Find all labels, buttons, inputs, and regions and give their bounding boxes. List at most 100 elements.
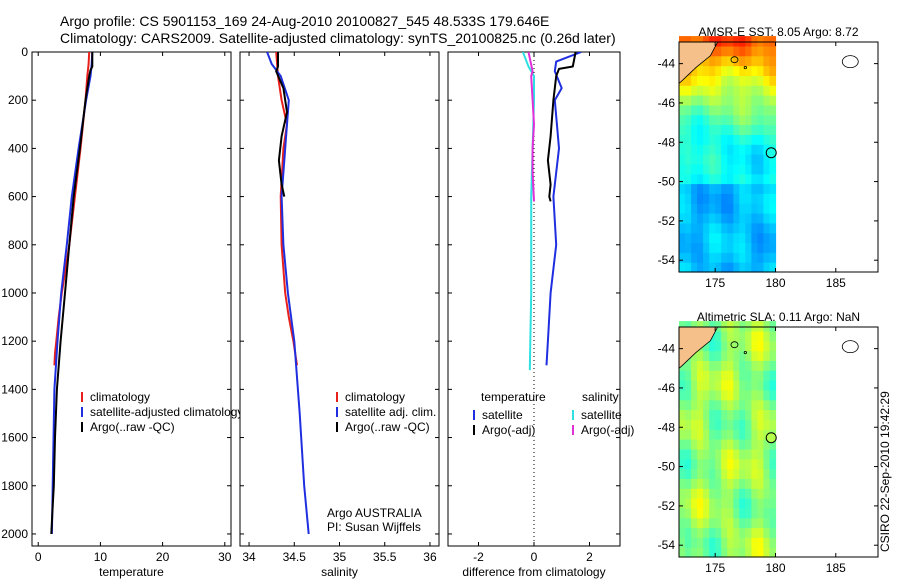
field-cell	[751, 252, 758, 263]
field-cell	[739, 104, 746, 116]
field-cell	[709, 95, 716, 106]
field-cell	[715, 527, 722, 538]
y-tick-label: -54	[658, 253, 676, 267]
field-cell	[679, 517, 686, 529]
field-cell	[691, 85, 698, 96]
field-cell	[715, 144, 722, 155]
field-cell	[727, 537, 734, 548]
field-cell	[709, 252, 716, 263]
field-cell	[685, 36, 692, 47]
field-cell	[751, 380, 758, 391]
field-cell	[769, 448, 777, 460]
field-cell	[763, 468, 770, 479]
field-cell	[733, 134, 740, 145]
field-cell	[727, 124, 734, 135]
field-cell	[721, 389, 728, 401]
field-cell	[769, 399, 777, 411]
field-cell	[679, 507, 686, 519]
field-cell	[691, 124, 698, 135]
field-cell	[703, 144, 710, 155]
field-cell	[691, 104, 698, 116]
field-cell	[763, 488, 770, 499]
field-cell	[679, 252, 686, 263]
field-cell	[751, 173, 758, 185]
field-cell	[739, 448, 746, 460]
field-cell	[733, 163, 740, 175]
field-cell	[763, 144, 770, 155]
field-cell	[685, 134, 692, 145]
field-cell	[697, 488, 704, 499]
field-cell	[757, 458, 764, 470]
field-cell	[709, 134, 716, 145]
field-cells	[679, 36, 777, 273]
field-cell	[751, 85, 758, 96]
legend-heading: salinity	[582, 390, 619, 404]
field-cell	[703, 321, 710, 332]
y-tick-label: 800	[8, 238, 28, 252]
field-cell	[769, 55, 777, 67]
field-cell	[697, 124, 704, 135]
field-cell	[679, 183, 686, 194]
field-cell	[751, 448, 758, 460]
field-cell	[757, 55, 764, 67]
field-cell	[745, 36, 752, 47]
field-cell	[757, 144, 764, 155]
field-cell	[745, 85, 752, 96]
field-cell	[739, 36, 746, 47]
y-tick-label: 1200	[1, 334, 28, 348]
field-cell	[745, 340, 752, 352]
field-cell	[751, 75, 758, 86]
field-cell	[709, 527, 716, 538]
field-cell	[709, 419, 716, 430]
field-cell	[769, 537, 777, 548]
float-owner-label: Argo AUSTRALIA	[327, 506, 422, 520]
field-cell	[769, 547, 777, 558]
field-cell	[757, 439, 764, 450]
field-cell	[727, 370, 734, 381]
field-cell	[721, 95, 728, 106]
field-cell	[733, 55, 740, 67]
field-cell	[727, 183, 734, 194]
field-cell	[739, 242, 746, 253]
field-cell	[751, 468, 758, 479]
field-cell	[751, 350, 758, 361]
field-cell	[757, 360, 764, 371]
field-cell	[703, 193, 710, 204]
field-cell	[769, 203, 777, 214]
field-cell	[763, 114, 770, 126]
field-cell	[733, 193, 740, 204]
field-cell	[763, 537, 770, 548]
field-cell	[691, 213, 698, 224]
field-cell	[733, 45, 740, 57]
field-cell	[733, 507, 740, 519]
field-cell	[763, 95, 770, 106]
field-cell	[721, 458, 728, 470]
field-cell	[763, 448, 770, 460]
field-cell	[757, 399, 764, 411]
field-cell	[733, 154, 740, 165]
field-cell	[691, 65, 698, 76]
field-cell	[715, 468, 722, 479]
field-cell	[721, 380, 728, 391]
field-cell	[703, 360, 710, 371]
field-cell	[697, 537, 704, 548]
x-tick-label: 20	[156, 550, 170, 564]
y-tick-label: -50	[658, 460, 676, 474]
field-cell	[733, 488, 740, 499]
field-cell	[769, 124, 777, 135]
field-cell	[739, 370, 746, 381]
field-cell	[757, 429, 764, 440]
field-cell	[703, 75, 710, 86]
field-cell	[769, 409, 777, 420]
field-cell	[727, 252, 734, 263]
field-cell	[757, 124, 764, 135]
field-cell	[763, 498, 770, 509]
field-cell	[739, 517, 746, 529]
field-cell	[739, 439, 746, 450]
field-cell	[703, 262, 710, 273]
legend-label: satellite	[581, 408, 622, 422]
field-cell	[769, 419, 777, 430]
field-cell	[769, 183, 777, 194]
field-cell	[679, 409, 686, 420]
